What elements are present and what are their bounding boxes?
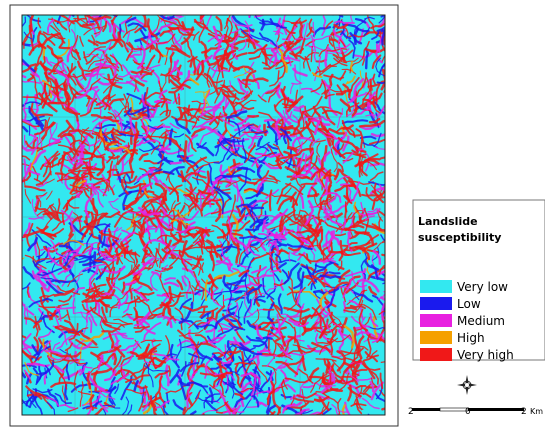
- raster-texture: [330, 272, 340, 273]
- raster-texture: [320, 386, 335, 387]
- legend-label: Very high: [457, 348, 514, 362]
- raster-texture: [325, 52, 326, 67]
- susceptibility-raster: [1, 0, 408, 427]
- legend-swatch: [420, 348, 452, 361]
- raster-texture: [25, 135, 26, 145]
- legend-swatch: [420, 331, 452, 344]
- legend-swatch: [420, 297, 452, 310]
- raster-texture: [139, 114, 149, 115]
- scale-unit: Km: [530, 407, 543, 416]
- raster-texture: [302, 184, 317, 185]
- scale-label: 2: [521, 407, 527, 417]
- legend-swatch: [420, 280, 452, 293]
- scale-bar: 2 0 2 Km: [408, 407, 543, 417]
- raster-texture: [115, 354, 116, 364]
- raster-texture: [227, 375, 228, 390]
- raster-texture: [49, 103, 64, 104]
- raster-texture: [202, 230, 204, 245]
- legend-label: High: [457, 331, 485, 345]
- raster-texture: [248, 116, 258, 117]
- raster-texture: [148, 107, 149, 117]
- scale-label: 2: [408, 407, 414, 417]
- raster-texture: [240, 237, 255, 238]
- scale-label: 0: [465, 407, 471, 417]
- north-arrow: [457, 375, 477, 395]
- raster-texture: [257, 338, 272, 339]
- raster-texture: [84, 24, 94, 25]
- raster-texture: [346, 308, 356, 309]
- legend-label: Low: [457, 297, 481, 311]
- legend-swatch: [420, 314, 452, 327]
- raster-texture: [263, 354, 273, 355]
- raster-texture: [263, 221, 265, 231]
- map-page: Landslide susceptibility Very lowLowMedi…: [0, 0, 545, 427]
- legend-label: Medium: [457, 314, 505, 328]
- raster-texture: [63, 360, 78, 361]
- legend: Very low Low Medium High Very high: [420, 280, 514, 362]
- raster-texture: [37, 115, 52, 116]
- raster-texture: [182, 171, 184, 181]
- raster-texture: [264, 125, 265, 135]
- raster-texture: [171, 163, 181, 164]
- raster-texture: [362, 195, 382, 196]
- legend-label: Very low: [457, 280, 508, 294]
- raster-texture: [302, 89, 312, 90]
- raster-texture: [24, 159, 25, 174]
- raster-texture: [201, 193, 202, 208]
